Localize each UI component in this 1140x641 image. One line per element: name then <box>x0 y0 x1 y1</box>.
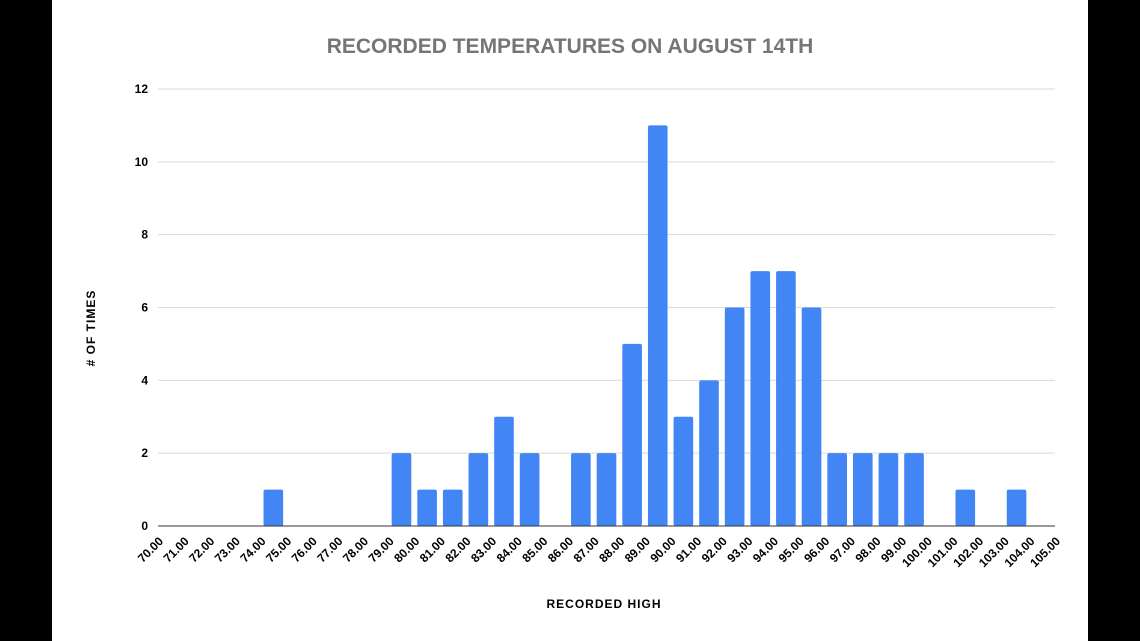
x-tick-label: 87.00 <box>571 534 602 565</box>
y-tick-label: 4 <box>141 373 148 387</box>
bar <box>494 416 514 526</box>
bar <box>776 271 796 526</box>
bar <box>263 489 284 526</box>
x-tick-label: 80.00 <box>391 534 422 565</box>
bar <box>417 489 437 526</box>
x-axis-ticks: 70.0071.0072.0073.0074.0075.0076.0077.00… <box>135 534 1063 570</box>
bars <box>263 125 1027 527</box>
x-tick-label: 92.00 <box>699 534 730 565</box>
bar <box>827 453 847 526</box>
y-tick-label: 0 <box>141 519 148 533</box>
bar <box>442 489 463 526</box>
histogram-chart: RECORDED TEMPERATURES ON AUGUST 14TH 0 2 4… <box>84 35 1063 611</box>
chart-title: RECORDED TEMPERATURES ON AUGUST 14TH <box>327 35 814 58</box>
bar <box>519 453 540 526</box>
x-tick-label: 95.00 <box>776 534 807 565</box>
x-tick-label: 86.00 <box>545 534 576 565</box>
x-tick-label: 98.00 <box>853 534 884 565</box>
y-tick-label: 12 <box>135 82 149 96</box>
bar <box>596 453 617 526</box>
y-tick-label: 2 <box>141 446 148 460</box>
x-tick-label: 90.00 <box>647 534 678 565</box>
x-tick-label: 84.00 <box>494 534 525 565</box>
x-tick-label: 83.00 <box>468 534 499 565</box>
bar <box>468 453 489 526</box>
bar <box>571 453 591 526</box>
x-tick-label: 89.00 <box>622 534 653 565</box>
y-tick-label: 8 <box>141 228 148 242</box>
x-tick-label: 96.00 <box>801 534 832 565</box>
bar <box>391 453 412 526</box>
x-tick-label: 76.00 <box>289 534 320 565</box>
y-axis-title: # OF TIMES <box>84 290 98 367</box>
x-axis-title: RECORDED HIGH <box>546 597 661 611</box>
bar <box>852 453 873 526</box>
bar <box>878 453 899 526</box>
bar <box>724 307 745 526</box>
x-tick-label: 91.00 <box>673 534 704 565</box>
x-tick-label: 70.00 <box>135 534 166 565</box>
gridlines <box>158 88 1055 454</box>
y-axis-ticks: 0 2 4 6 8 10 12 <box>135 82 149 533</box>
chart-frame: RECORDED TEMPERATURES ON AUGUST 14TH 0 2 4… <box>52 0 1088 641</box>
bar <box>750 271 771 526</box>
x-tick-label: 74.00 <box>237 534 268 565</box>
x-tick-label: 71.00 <box>161 534 192 565</box>
x-tick-label: 88.00 <box>596 534 627 565</box>
x-tick-label: 81.00 <box>417 534 448 565</box>
x-tick-label: 94.00 <box>750 534 781 565</box>
bar <box>955 489 976 526</box>
x-tick-label: 97.00 <box>827 534 858 565</box>
bar <box>801 307 822 526</box>
x-tick-label: 78.00 <box>340 534 371 565</box>
x-tick-label: 85.00 <box>519 534 550 565</box>
x-tick-label: 75.00 <box>263 534 294 565</box>
x-tick-label: 77.00 <box>314 534 345 565</box>
bar <box>904 453 924 526</box>
bar <box>699 380 719 526</box>
bar <box>1006 489 1027 526</box>
x-tick-label: 72.00 <box>186 534 217 565</box>
bar <box>673 416 694 526</box>
bar <box>647 125 668 527</box>
x-tick-label: 79.00 <box>366 534 397 565</box>
x-tick-label: 82.00 <box>442 534 473 565</box>
y-tick-label: 10 <box>135 155 149 169</box>
x-tick-label: 73.00 <box>212 534 243 565</box>
bar <box>622 343 642 526</box>
y-tick-label: 6 <box>141 301 148 315</box>
x-tick-label: 93.00 <box>724 534 755 565</box>
